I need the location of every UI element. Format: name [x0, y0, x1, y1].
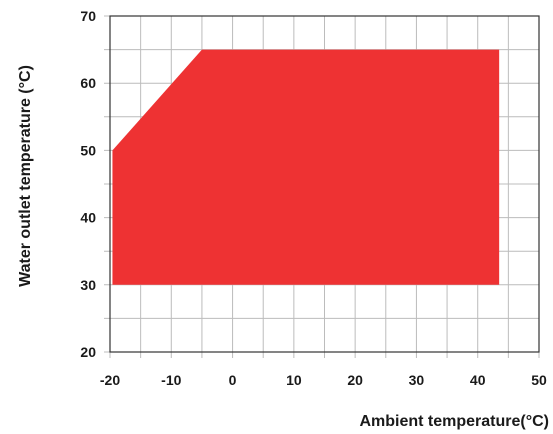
x-tick-label: 0 [229, 372, 237, 388]
x-tick-label: 20 [347, 372, 363, 388]
y-tick-label: 70 [80, 8, 96, 24]
y-tick-label: 40 [80, 210, 96, 226]
y-tick-label: 50 [80, 142, 96, 158]
y-axis-label: Water outlet temperature (°C) [17, 65, 34, 287]
x-tick-label: -10 [161, 372, 181, 388]
x-tick-label: 10 [286, 372, 302, 388]
x-tick-label: 50 [531, 372, 547, 388]
x-tick-labels: -20 -10 0 10 20 30 40 50 [100, 372, 547, 388]
y-tick-label: 30 [80, 277, 96, 293]
y-tick-labels: 20 30 40 50 60 70 [80, 8, 96, 360]
x-tick-label: 30 [409, 372, 425, 388]
x-tick-label: -20 [100, 372, 120, 388]
x-axis-label: Ambient temperature(°C) [359, 413, 549, 430]
y-tick-label: 20 [80, 344, 96, 360]
y-tick-label: 60 [80, 75, 96, 91]
operating-region [112, 49, 500, 285]
x-tick-label: 40 [470, 372, 486, 388]
plot-frame [109, 15, 540, 353]
